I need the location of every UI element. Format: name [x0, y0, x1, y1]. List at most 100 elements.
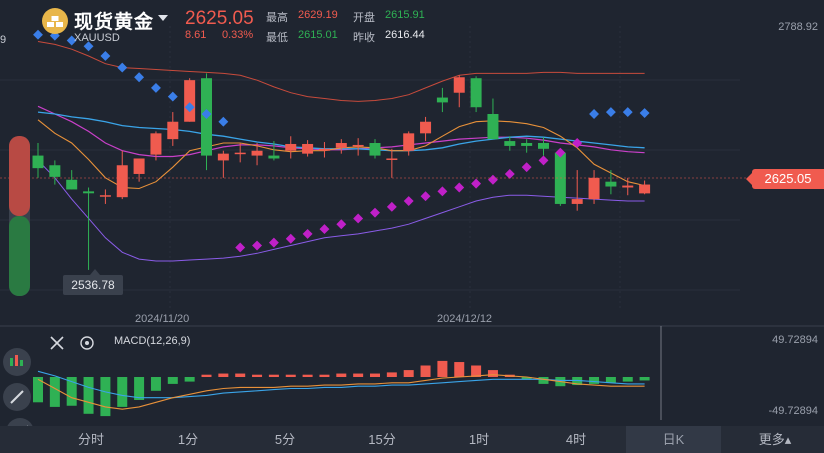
sar-dot-3 [83, 41, 94, 52]
candle-body-24 [436, 97, 448, 103]
macd-bar-36 [639, 377, 650, 381]
sar-dot-22 [403, 196, 414, 206]
sar-dot-19 [353, 213, 364, 224]
macd-bar-4 [100, 377, 111, 417]
candle-body-15 [285, 143, 297, 151]
candle-body-13 [251, 150, 263, 156]
macd-bar-27 [487, 370, 498, 377]
tab-4hour[interactable]: 4时 [565, 432, 587, 447]
boll-lower-line [37, 160, 645, 262]
settings-icon[interactable] [80, 336, 94, 350]
chevron-down-icon[interactable] [158, 15, 168, 21]
low-label: 最低 [266, 32, 288, 44]
macd-bar-19 [353, 373, 364, 377]
tab-daily[interactable]: 日K [626, 426, 721, 453]
macd-bar-15 [285, 374, 296, 377]
sar-dot-36 [639, 108, 650, 118]
instrument-symbol: XAUUSD [74, 32, 120, 44]
sar-dot-34 [605, 107, 616, 118]
tab-5min[interactable]: 5分 [274, 432, 296, 447]
macd-bar-5 [117, 377, 128, 407]
macd-bar-30 [538, 377, 549, 384]
timeframe-bar: 分时 1分 5分 15分 1时 4时 日K 更多▴ [0, 426, 824, 453]
macd-bottom-label: -49.72894 [768, 405, 818, 417]
macd-top-label: 49.72894 [772, 334, 818, 346]
macd-bar-3 [83, 377, 94, 414]
macd-bar-18 [336, 373, 347, 377]
macd-bar-6 [134, 377, 145, 400]
indicator-toggle-icon[interactable] [3, 348, 31, 376]
sar-dot-11 [218, 116, 229, 127]
candle-body-25 [453, 77, 465, 93]
tab-time-sharing[interactable]: 分时 [77, 432, 104, 447]
prev-close-value: 2616.44 [385, 29, 425, 41]
macd-bar-12 [235, 373, 246, 377]
macd-bar-35 [622, 377, 633, 382]
tab-1min[interactable]: 1分 [177, 432, 199, 447]
candle-body-0 [32, 155, 44, 169]
macd-bar-2 [66, 377, 77, 406]
sar-dot-4 [100, 51, 111, 61]
candle-body-21 [386, 158, 398, 160]
sar-dot-33 [589, 109, 599, 119]
sar-dot-15 [285, 233, 296, 244]
open-label: 开盘 [353, 12, 375, 24]
draw-pen-icon[interactable] [3, 383, 31, 411]
close-icon[interactable] [50, 336, 64, 350]
sar-dot-23 [420, 191, 431, 202]
macd-bar-25 [454, 362, 465, 377]
sar-dot-6 [134, 72, 145, 83]
candle-body-28 [504, 141, 516, 146]
candle-body-3 [83, 191, 95, 194]
macd-bar-1 [49, 377, 60, 407]
candle-body-23 [420, 121, 432, 134]
macd-panel [33, 360, 650, 417]
macd-bar-33 [589, 377, 600, 384]
macd-bar-26 [471, 365, 482, 377]
macd-bar-21 [386, 372, 397, 377]
sar-dot-32 [572, 138, 583, 148]
sar-dot-21 [386, 201, 397, 212]
candle-body-18 [335, 143, 347, 148]
candle-body-20 [369, 143, 381, 156]
macd-bar-0 [33, 377, 43, 403]
sar-dot-8 [167, 91, 178, 102]
tab-1hour[interactable]: 1时 [468, 432, 490, 447]
macd-bar-24 [437, 360, 448, 377]
sar-dot-2 [66, 35, 77, 46]
candle-body-5 [116, 165, 128, 198]
candle-body-33 [588, 177, 600, 200]
date-label-2: 2024/12/12 [437, 313, 493, 325]
candle-body-17 [318, 148, 330, 151]
candle-body-29 [521, 143, 533, 146]
tab-more[interactable]: 更多▴ [758, 432, 792, 447]
macd-bar-7 [150, 377, 161, 391]
boll-upper-line [37, 41, 645, 102]
sar-dot-18 [336, 219, 347, 230]
candle-body-7 [150, 133, 162, 155]
sar-dot-28 [504, 169, 515, 179]
candle-body-4 [99, 195, 111, 197]
sar-dot-16 [302, 228, 313, 239]
sar-dot-35 [622, 107, 633, 118]
candle-body-35 [622, 185, 634, 188]
candle-body-2 [66, 179, 78, 190]
macd-bar-20 [370, 373, 380, 377]
volume-slider-up [9, 136, 30, 216]
macd-bar-29 [521, 377, 532, 380]
sar-dot-26 [471, 178, 482, 189]
tab-15min[interactable]: 15分 [368, 432, 396, 447]
sar-dot-31 [555, 147, 566, 158]
candle-body-14 [268, 155, 280, 159]
sar-dot-7 [151, 82, 161, 93]
sar-dot-27 [488, 174, 498, 185]
current-price-tag: 2625.05 [746, 169, 824, 189]
sar-dot-30 [538, 155, 549, 166]
macd-bar-23 [420, 365, 431, 377]
candle-body-11 [217, 153, 229, 161]
candle-body-31 [554, 152, 566, 204]
y-axis-left-partial: 9 [0, 34, 7, 46]
instrument-name[interactable]: 现货黄金 [74, 12, 155, 33]
candle-body-27 [487, 114, 499, 140]
